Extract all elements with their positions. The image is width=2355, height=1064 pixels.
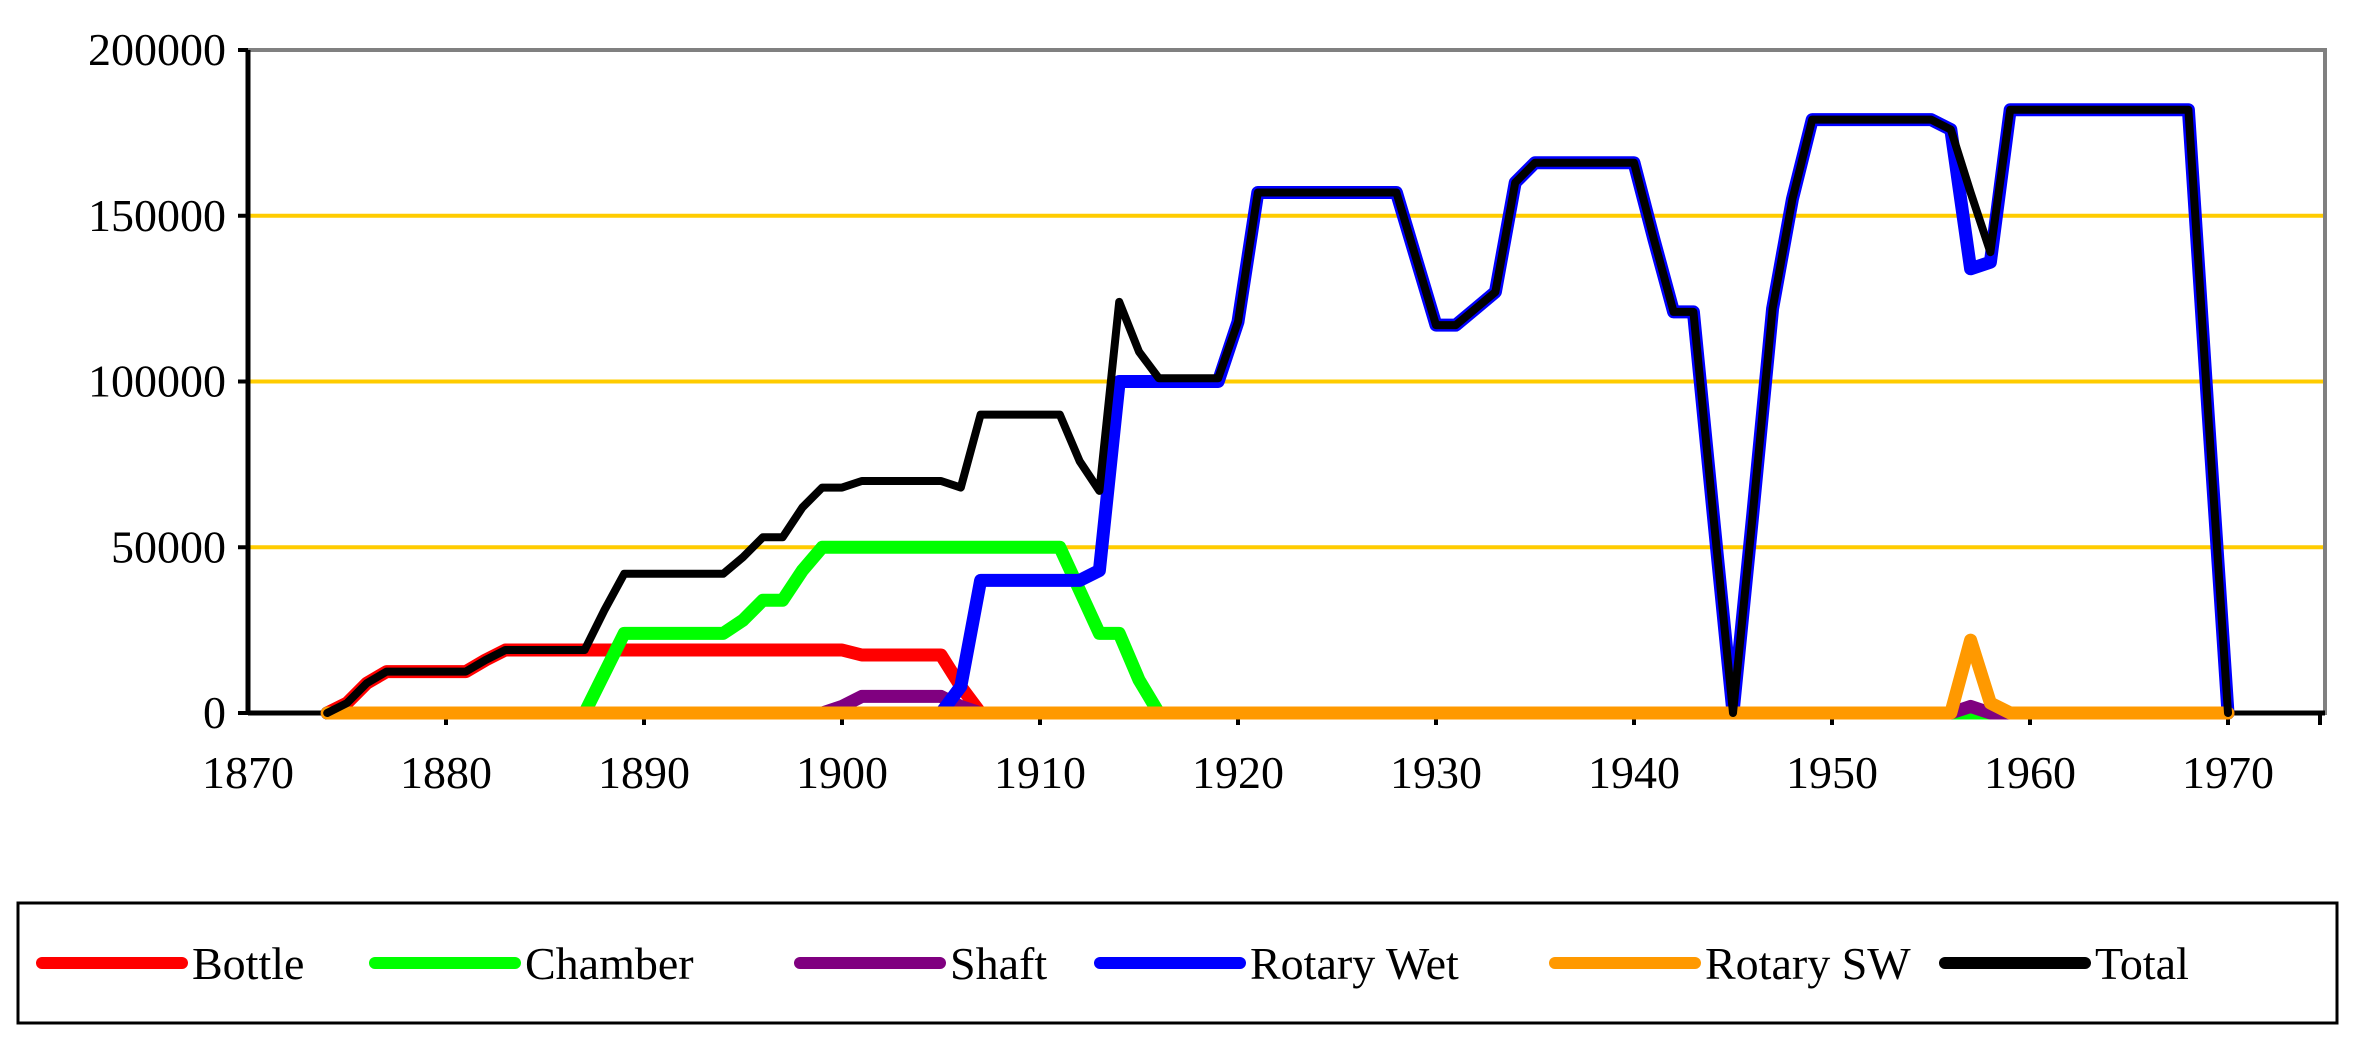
x-tick-label: 1970 [2182,747,2274,798]
x-tick-label: 1890 [598,747,690,798]
legend-label-rotary-sw: Rotary SW [1705,938,1911,989]
legend-label-bottle: Bottle [192,938,304,989]
x-tick-label: 1930 [1390,747,1482,798]
series-line-rotary-sw [320,633,2235,720]
series-line-total [323,105,2232,717]
series-line-rotary-wet [320,103,2235,720]
x-tick-label: 1940 [1588,747,1680,798]
legend: Bottle Chamber Shaft Rotary Wet Rotary SW Tot… [16,901,2339,1025]
x-tick-label: 1900 [796,747,888,798]
series-lines [320,103,2235,720]
series-line-chamber [320,540,2235,720]
y-tick-label: 200000 [88,24,226,75]
legend-label-total: Total [2095,938,2189,989]
x-tick-label: 1920 [1192,747,1284,798]
y-tick-label: 50000 [111,521,226,572]
legend-label-chamber: Chamber [525,938,694,989]
gridlines [248,213,2325,550]
x-tick-label: 1870 [202,747,294,798]
x-tick-label: 1910 [994,747,1086,798]
y-tick-label: 0 [203,687,226,738]
legend-label-shaft: Shaft [950,938,1047,989]
x-tick-label: 1880 [400,747,492,798]
legend-label-rotary-wet: Rotary Wet [1250,938,1459,989]
y-tick-label: 100000 [88,356,226,407]
x-tick-label: 1950 [1786,747,1878,798]
x-tick-label: 1960 [1984,747,2076,798]
y-tick-label: 150000 [88,190,226,241]
